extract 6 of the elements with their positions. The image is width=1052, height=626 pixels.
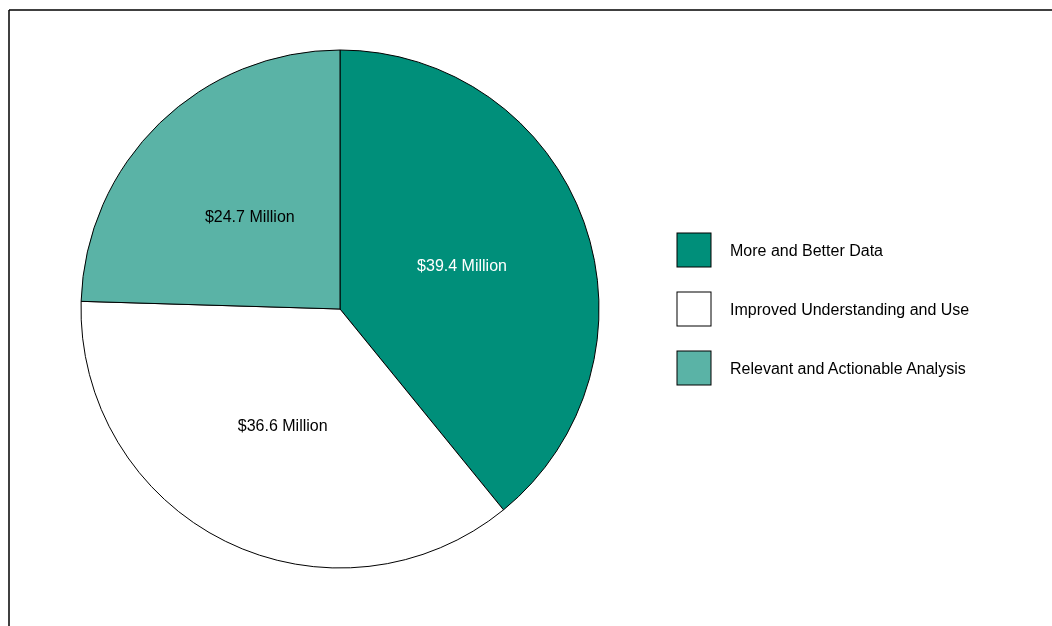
legend-label: Relevant and Actionable Analysis xyxy=(730,359,966,377)
data-label: $24.7 Million xyxy=(204,207,295,225)
legend-label: More and Better Data xyxy=(730,241,884,259)
data-label: $39.4 Million xyxy=(417,257,507,275)
legend-label: Improved Understanding and Use xyxy=(730,300,970,318)
data-label: $36.6 Million xyxy=(237,416,328,434)
